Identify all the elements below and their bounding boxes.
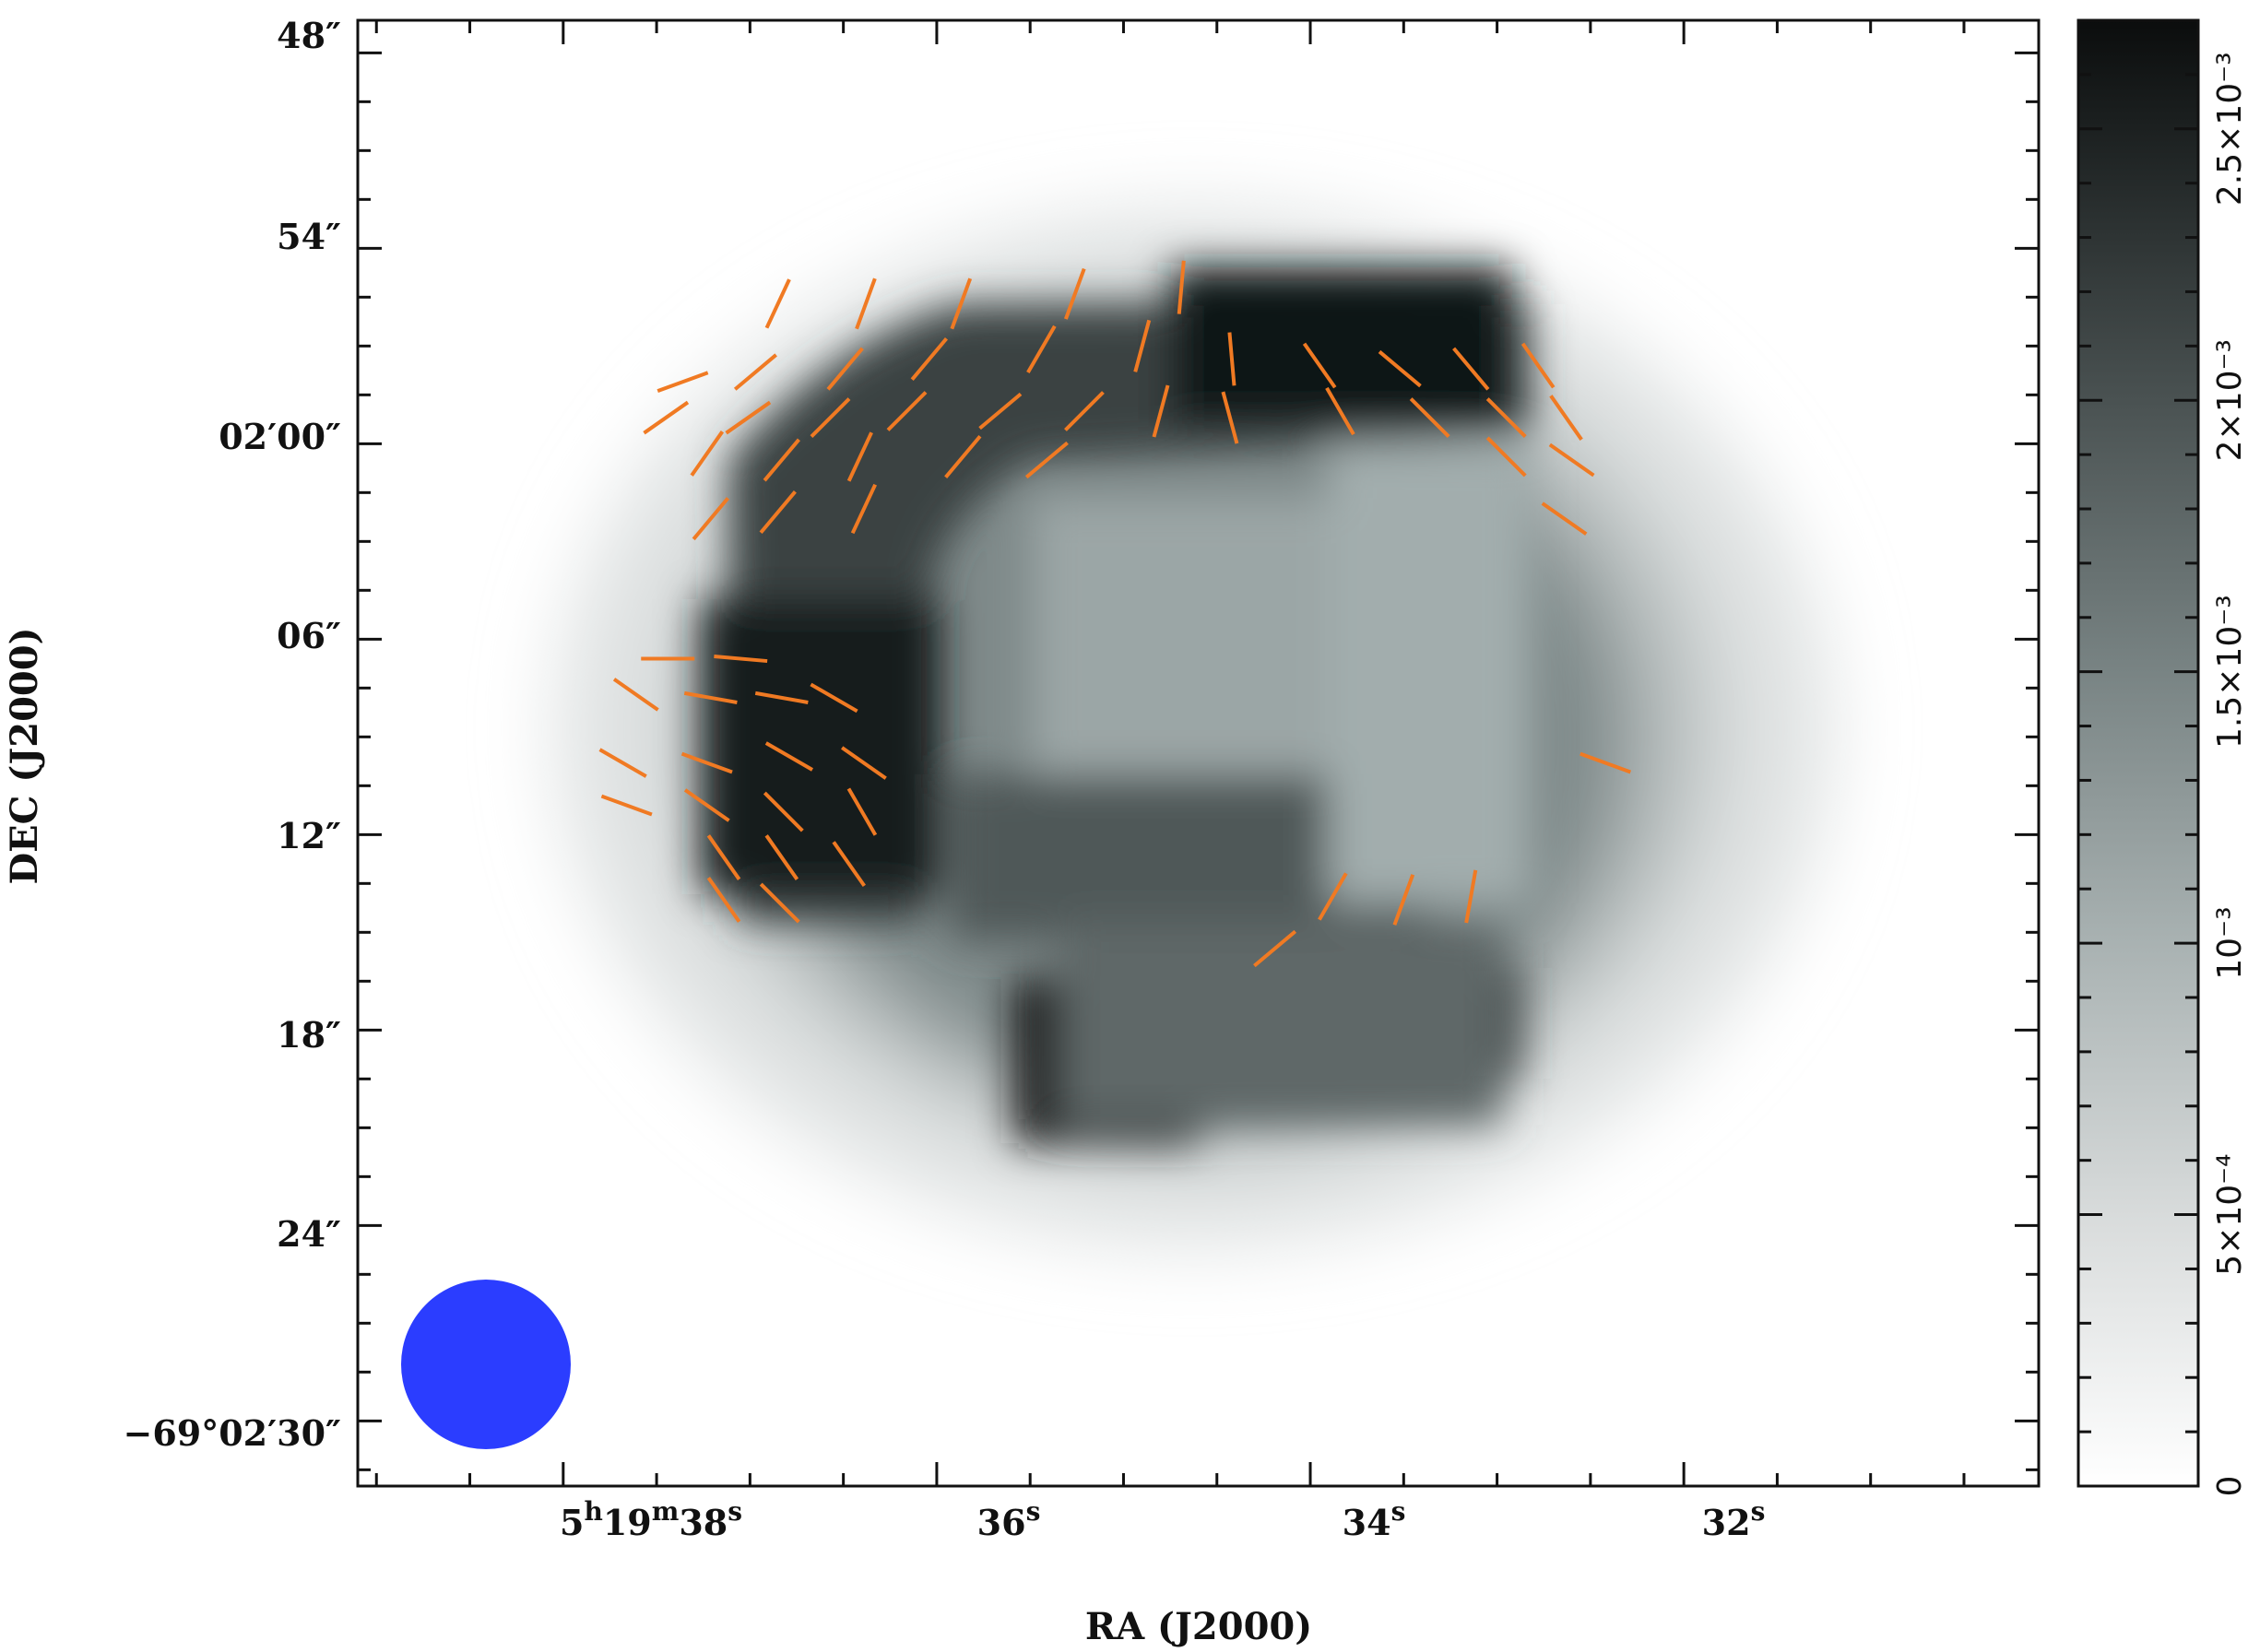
y-tick-label-0230: −69°02′30″ bbox=[124, 1412, 342, 1454]
intensity-map bbox=[358, 20, 2039, 1486]
y-tick-label-48: 48″ bbox=[277, 15, 341, 56]
polarization-vector bbox=[1409, 397, 1450, 438]
polarization-vector bbox=[850, 483, 877, 535]
polarization-vector bbox=[1548, 442, 1595, 478]
polarization-vector bbox=[910, 336, 948, 381]
polarization-vector bbox=[764, 278, 791, 329]
polarization-vector bbox=[1325, 386, 1355, 436]
polarization-vector bbox=[1026, 324, 1057, 373]
x-axis-title: RA (J2000) bbox=[1085, 1605, 1312, 1648]
y-tick-label-06: 06″ bbox=[277, 615, 341, 656]
polarization-vector bbox=[657, 371, 709, 393]
x-axis-ticks bbox=[374, 20, 1966, 1486]
polarization-vector bbox=[1302, 342, 1337, 389]
colorbar-ticks bbox=[2078, 18, 2198, 1488]
polarization-vector bbox=[1452, 347, 1490, 391]
polarization-vector bbox=[1485, 436, 1527, 478]
polarization-vector bbox=[1064, 267, 1086, 320]
polarization-vector bbox=[1580, 751, 1632, 774]
beam-ellipse bbox=[401, 1280, 571, 1449]
polarization-vector bbox=[600, 794, 653, 817]
polarization-vector bbox=[643, 400, 690, 435]
polarization-vector bbox=[1227, 332, 1236, 386]
polarization-vector bbox=[1152, 384, 1170, 438]
polarization-vector bbox=[846, 787, 878, 836]
polarization-vector bbox=[950, 277, 973, 330]
polarization-vector bbox=[1253, 929, 1297, 968]
polarization-vector bbox=[1485, 397, 1527, 438]
polarization-vector bbox=[1520, 342, 1556, 389]
polarization-vector bbox=[944, 434, 982, 478]
polarization-vector bbox=[1177, 260, 1186, 314]
x-tick-label-34: 34s bbox=[1343, 1496, 1406, 1543]
polarization-vector bbox=[1549, 395, 1583, 441]
polarization-vector bbox=[1024, 441, 1069, 479]
polarization-vector bbox=[598, 748, 647, 778]
polarization-vector bbox=[612, 678, 659, 712]
plot-frame bbox=[356, 18, 2041, 1488]
colorbar-labels: 0 5×10⁻⁴ 10⁻³ 1.5×10⁻³ 2×10⁻³ 2.5×10⁻³ bbox=[2211, 52, 2248, 1496]
y-tick-label-0200: 02′00″ bbox=[219, 416, 341, 457]
polarization-vector bbox=[763, 438, 800, 482]
colorbar bbox=[2076, 18, 2200, 1488]
polarization-vector bbox=[1392, 874, 1415, 926]
x-tick-label-36: 36s bbox=[977, 1496, 1041, 1543]
y-tick-label-24: 24″ bbox=[277, 1213, 341, 1255]
y-tick-label-12: 12″ bbox=[277, 815, 341, 856]
colorbar-tick-label: 1.5×10⁻³ bbox=[2211, 595, 2248, 749]
polarization-vector bbox=[1318, 872, 1348, 921]
polarization-vector bbox=[855, 277, 877, 330]
polarization-vector bbox=[759, 490, 797, 535]
polarization-vector bbox=[759, 882, 800, 924]
polarization-vector bbox=[810, 397, 851, 438]
polarization-vector bbox=[714, 655, 768, 664]
colorbar-tick-label: 0 bbox=[2211, 1476, 2248, 1497]
polarization-vector bbox=[680, 751, 733, 774]
y-axis-ticks bbox=[358, 51, 2039, 1471]
polarization-vector bbox=[1464, 869, 1478, 924]
y-axis-title: DEC (J2000) bbox=[3, 627, 46, 884]
x-tick-label-32: 32s bbox=[1702, 1496, 1766, 1543]
x-tick-label-38: 5h19m38s bbox=[560, 1496, 742, 1543]
polarization-vector bbox=[826, 347, 864, 391]
polarization-vector bbox=[683, 690, 738, 704]
polarization-vector bbox=[810, 682, 858, 714]
polarization-vector bbox=[886, 391, 928, 431]
polarization-vector bbox=[764, 741, 814, 772]
polarization-vector bbox=[1221, 391, 1239, 444]
polarization-vector bbox=[1064, 391, 1105, 431]
polarization-vector bbox=[846, 431, 873, 482]
polarization-vector bbox=[733, 353, 777, 391]
polarization-vector bbox=[832, 841, 866, 888]
polarization-vectors bbox=[598, 260, 1632, 968]
colorbar-tick-label: 2.5×10⁻³ bbox=[2211, 52, 2248, 206]
y-tick-label-18: 18″ bbox=[277, 1014, 341, 1056]
polarization-vector bbox=[1378, 349, 1422, 388]
colorbar-tick-label: 5×10⁻⁴ bbox=[2211, 1153, 2248, 1275]
polarization-vector bbox=[1541, 502, 1588, 536]
polarization-vector bbox=[725, 400, 772, 435]
polarization-vector bbox=[763, 791, 804, 832]
polarization-vector bbox=[1133, 319, 1152, 372]
polarization-vector bbox=[683, 788, 730, 822]
polarization-vector bbox=[754, 690, 809, 704]
polarization-vector bbox=[764, 834, 799, 880]
polarization-vector bbox=[841, 746, 887, 780]
polarization-vector bbox=[706, 834, 741, 880]
polarization-vector bbox=[690, 431, 725, 477]
polarization-vector bbox=[978, 392, 1023, 431]
polarization-vector bbox=[706, 877, 741, 923]
colorbar-tick-label: 10⁻³ bbox=[2211, 906, 2248, 979]
polarization-vector bbox=[692, 497, 730, 541]
y-tick-label-54: 54″ bbox=[277, 216, 341, 257]
colorbar-tick-label: 2×10⁻³ bbox=[2211, 339, 2248, 461]
